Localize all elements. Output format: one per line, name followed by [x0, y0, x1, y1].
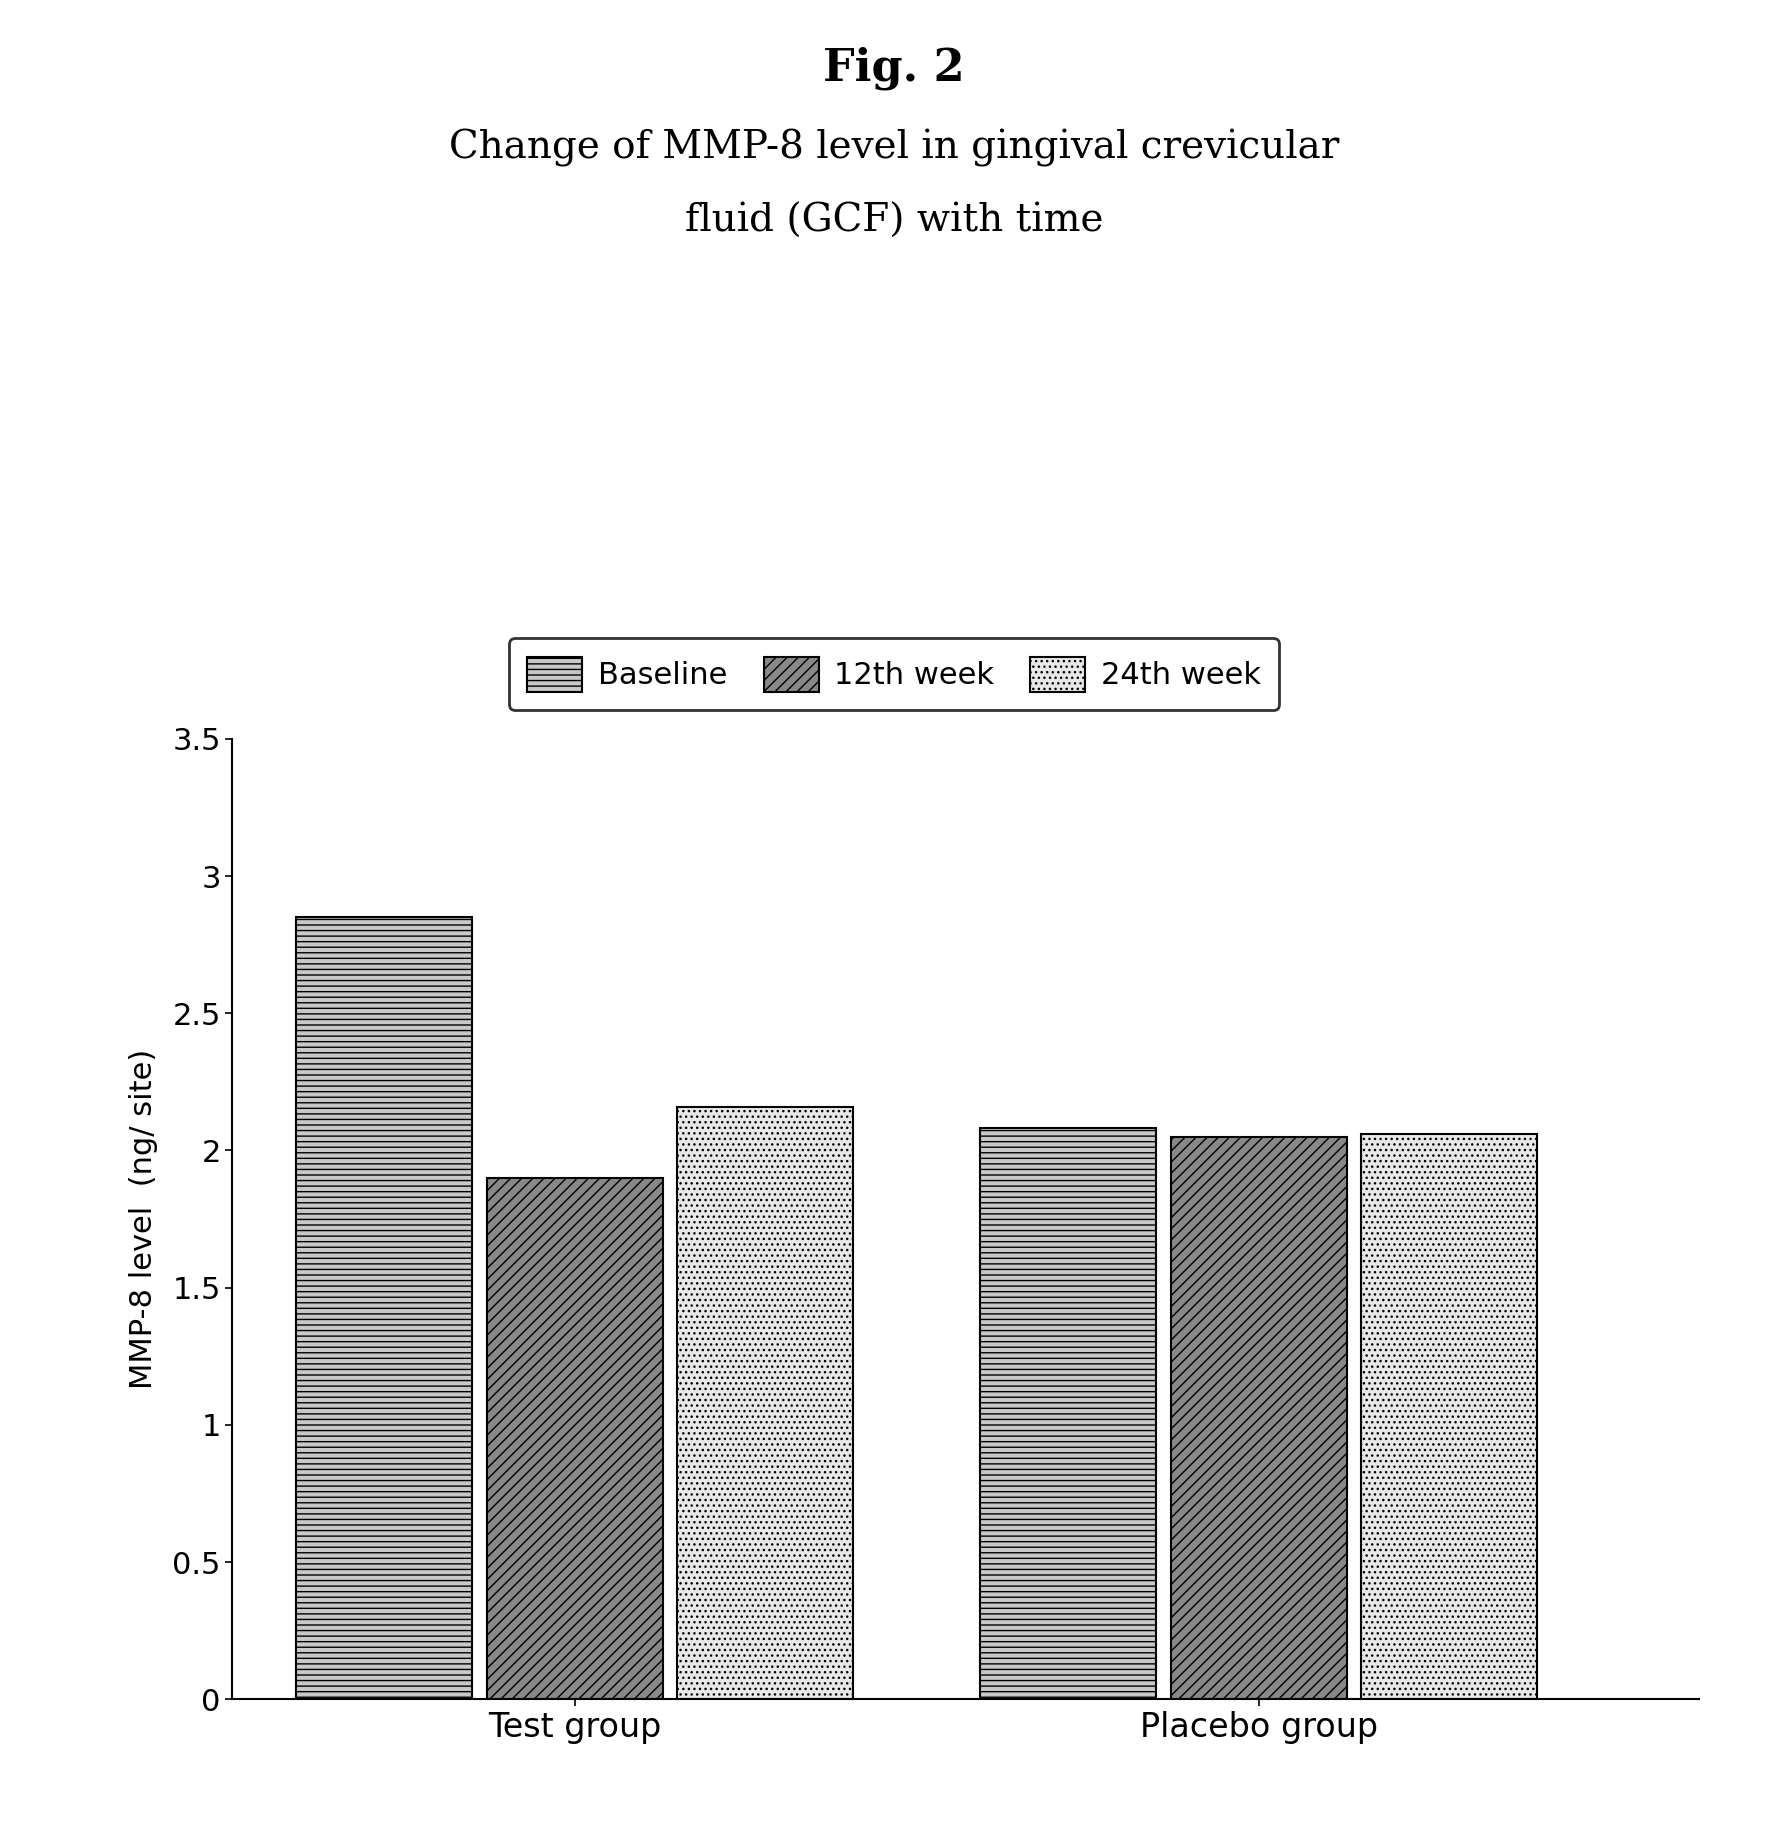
- Bar: [1361, 1134, 1538, 1699]
- Text: fluid (GCF) with time: fluid (GCF) with time: [685, 203, 1103, 240]
- Y-axis label: MMP-8 level  (ng/ site): MMP-8 level (ng/ site): [129, 1049, 159, 1389]
- Text: Fig. 2: Fig. 2: [822, 46, 966, 91]
- Bar: [678, 1106, 853, 1699]
- Bar: [297, 918, 472, 1699]
- Bar: [486, 1178, 663, 1699]
- Legend: Baseline, 12th week, 24th week: Baseline, 12th week, 24th week: [510, 639, 1278, 709]
- Bar: [1171, 1136, 1346, 1699]
- Text: Change of MMP-8 level in gingival crevicular: Change of MMP-8 level in gingival crevic…: [449, 129, 1339, 168]
- Bar: [980, 1129, 1157, 1699]
